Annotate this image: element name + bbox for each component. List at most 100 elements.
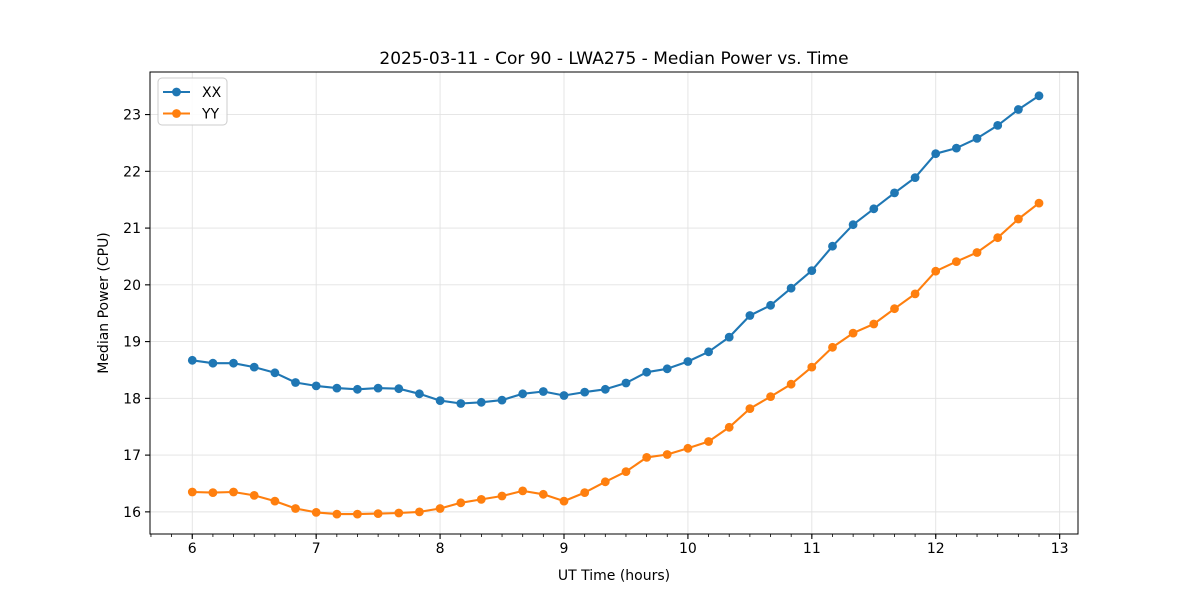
data-point-xx	[745, 311, 755, 320]
data-point-yy	[848, 328, 858, 338]
data-point-xx	[353, 384, 362, 394]
legend-swatch-marker	[172, 87, 181, 97]
data-point-xx	[993, 121, 1003, 130]
data-point-yy	[187, 487, 197, 497]
y-tick-label: 16	[123, 505, 141, 521]
data-point-yy	[476, 495, 486, 504]
data-point-yy	[559, 496, 569, 506]
plot-border	[149, 71, 1079, 535]
data-point-yy	[745, 404, 755, 413]
y-tick-label: 21	[123, 221, 141, 237]
y-tick-label: 18	[123, 391, 141, 407]
data-point-xx	[394, 384, 404, 394]
data-point-xx	[538, 387, 548, 396]
x-tick-label: 12	[927, 541, 945, 557]
y-tick-label: 22	[123, 164, 141, 180]
data-point-xx	[229, 358, 238, 368]
data-point-xx	[187, 355, 197, 365]
series-yy-line	[192, 202, 1040, 516]
data-point-xx	[249, 362, 259, 372]
data-point-yy	[353, 509, 362, 519]
data-point-yy	[311, 508, 321, 517]
data-point-yy	[621, 467, 631, 476]
data-point-yy	[435, 504, 445, 513]
data-point-yy	[249, 491, 259, 500]
data-point-yy	[208, 488, 218, 497]
data-point-yy	[270, 496, 280, 506]
data-point-yy	[683, 443, 693, 453]
series-layer	[187, 91, 1044, 519]
data-point-yy	[497, 491, 507, 501]
data-point-yy	[704, 437, 713, 446]
y-tick-label: 17	[123, 448, 141, 464]
data-point-yy	[869, 319, 879, 329]
data-point-xx	[600, 384, 610, 394]
data-point-xx	[972, 134, 982, 143]
data-point-xx	[807, 266, 817, 275]
data-point-xx	[415, 389, 424, 399]
x-tick-label: 8	[436, 541, 445, 557]
data-point-xx	[642, 367, 652, 377]
data-point-yy	[538, 489, 548, 499]
data-point-xx	[683, 357, 693, 366]
x-tick-label: 10	[679, 541, 697, 557]
data-point-xx	[1014, 105, 1023, 114]
data-point-yy	[910, 289, 920, 299]
x-tick-label: 9	[560, 541, 569, 557]
data-point-xx	[724, 332, 734, 342]
legend: XX YY	[157, 77, 228, 126]
x-axis-label: UT Time (hours)	[558, 568, 670, 584]
data-point-xx	[931, 149, 941, 159]
data-point-yy	[807, 362, 817, 372]
data-point-xx	[270, 368, 280, 378]
data-point-xx	[952, 143, 961, 153]
chart-title: 2025-03-11 - Cor 90 - LWA275 - Median Po…	[379, 49, 848, 69]
data-point-xx	[580, 387, 590, 397]
data-point-yy	[373, 509, 383, 518]
y-tick-label: 19	[123, 335, 141, 351]
data-point-xx	[766, 300, 775, 310]
x-tick-label: 13	[1051, 541, 1069, 557]
x-tick-label: 6	[188, 541, 197, 557]
data-point-xx	[890, 188, 899, 198]
data-point-xx	[848, 220, 858, 230]
data-point-yy	[890, 304, 899, 314]
data-point-yy	[972, 248, 982, 257]
data-point-xx	[476, 397, 486, 407]
data-point-yy	[291, 504, 300, 513]
data-point-yy	[766, 392, 775, 401]
data-point-xx	[332, 383, 342, 393]
data-point-yy	[662, 450, 672, 459]
legend-item-label: YY	[201, 107, 220, 123]
y-axis-label: Median Power (CPU)	[96, 232, 112, 374]
data-point-xx	[559, 391, 569, 400]
data-point-xx	[497, 395, 507, 405]
legend-item-label: XX	[202, 85, 222, 101]
data-point-xx	[435, 396, 445, 405]
series-xx-line	[192, 94, 1040, 405]
data-point-yy	[724, 422, 734, 432]
data-point-xx	[662, 364, 672, 374]
data-point-yy	[642, 453, 652, 462]
data-point-yy	[993, 233, 1003, 243]
y-tick-label: 23	[123, 108, 141, 124]
legend-swatch-marker	[172, 109, 181, 118]
data-point-xx	[621, 378, 631, 388]
data-point-yy	[1034, 198, 1044, 208]
data-point-yy	[456, 498, 466, 508]
data-point-xx	[208, 358, 218, 368]
y-tick-label: 20	[123, 278, 141, 294]
data-point-yy	[931, 266, 941, 276]
data-point-xx	[373, 383, 383, 393]
data-point-xx	[869, 204, 879, 214]
x-tick-label: 7	[312, 541, 321, 557]
data-point-xx	[910, 173, 920, 183]
data-point-xx	[291, 378, 300, 387]
data-point-yy	[332, 509, 342, 519]
data-point-yy	[952, 257, 961, 266]
data-point-xx	[786, 283, 796, 293]
data-point-yy	[580, 488, 590, 497]
grid-lines	[150, 72, 1078, 534]
data-point-yy	[394, 508, 404, 518]
